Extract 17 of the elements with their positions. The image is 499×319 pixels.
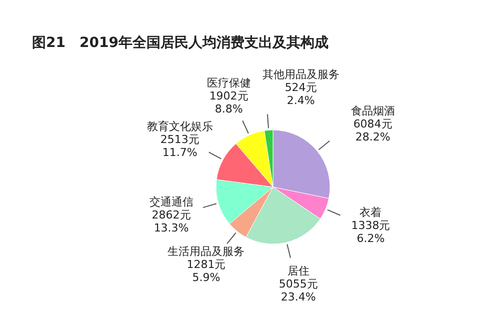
slice-label: 医疗保健 — [206, 76, 251, 90]
data-label: 1338元 6.2% — [351, 219, 390, 246]
data-label: 1281元 5.9% — [186, 258, 226, 284]
slice-label: 居住 — [287, 264, 310, 278]
slice-label: 生活用品及服务 — [168, 245, 245, 258]
data-label: 5055元 23.4% — [278, 278, 318, 304]
slice-label: 教育文化娱乐 — [146, 120, 213, 133]
data-label: 2862元 13.3% — [152, 208, 191, 235]
slice-label: 衣着 — [360, 206, 382, 220]
data-label: 6084元 28.2% — [353, 117, 392, 144]
data-label: 2513元 11.7% — [160, 132, 200, 159]
slice-label: 食品烟酒 — [350, 104, 395, 118]
slice-label: 交通通信 — [149, 196, 194, 209]
slice-label: 其他用品及服务 — [262, 68, 340, 81]
chart-title: 图21 2019年全国居民人均消费支出及其构成 — [32, 35, 328, 51]
data-label: 524元 2.4% — [284, 80, 317, 107]
data-label: 1902元 8.8% — [209, 90, 248, 116]
